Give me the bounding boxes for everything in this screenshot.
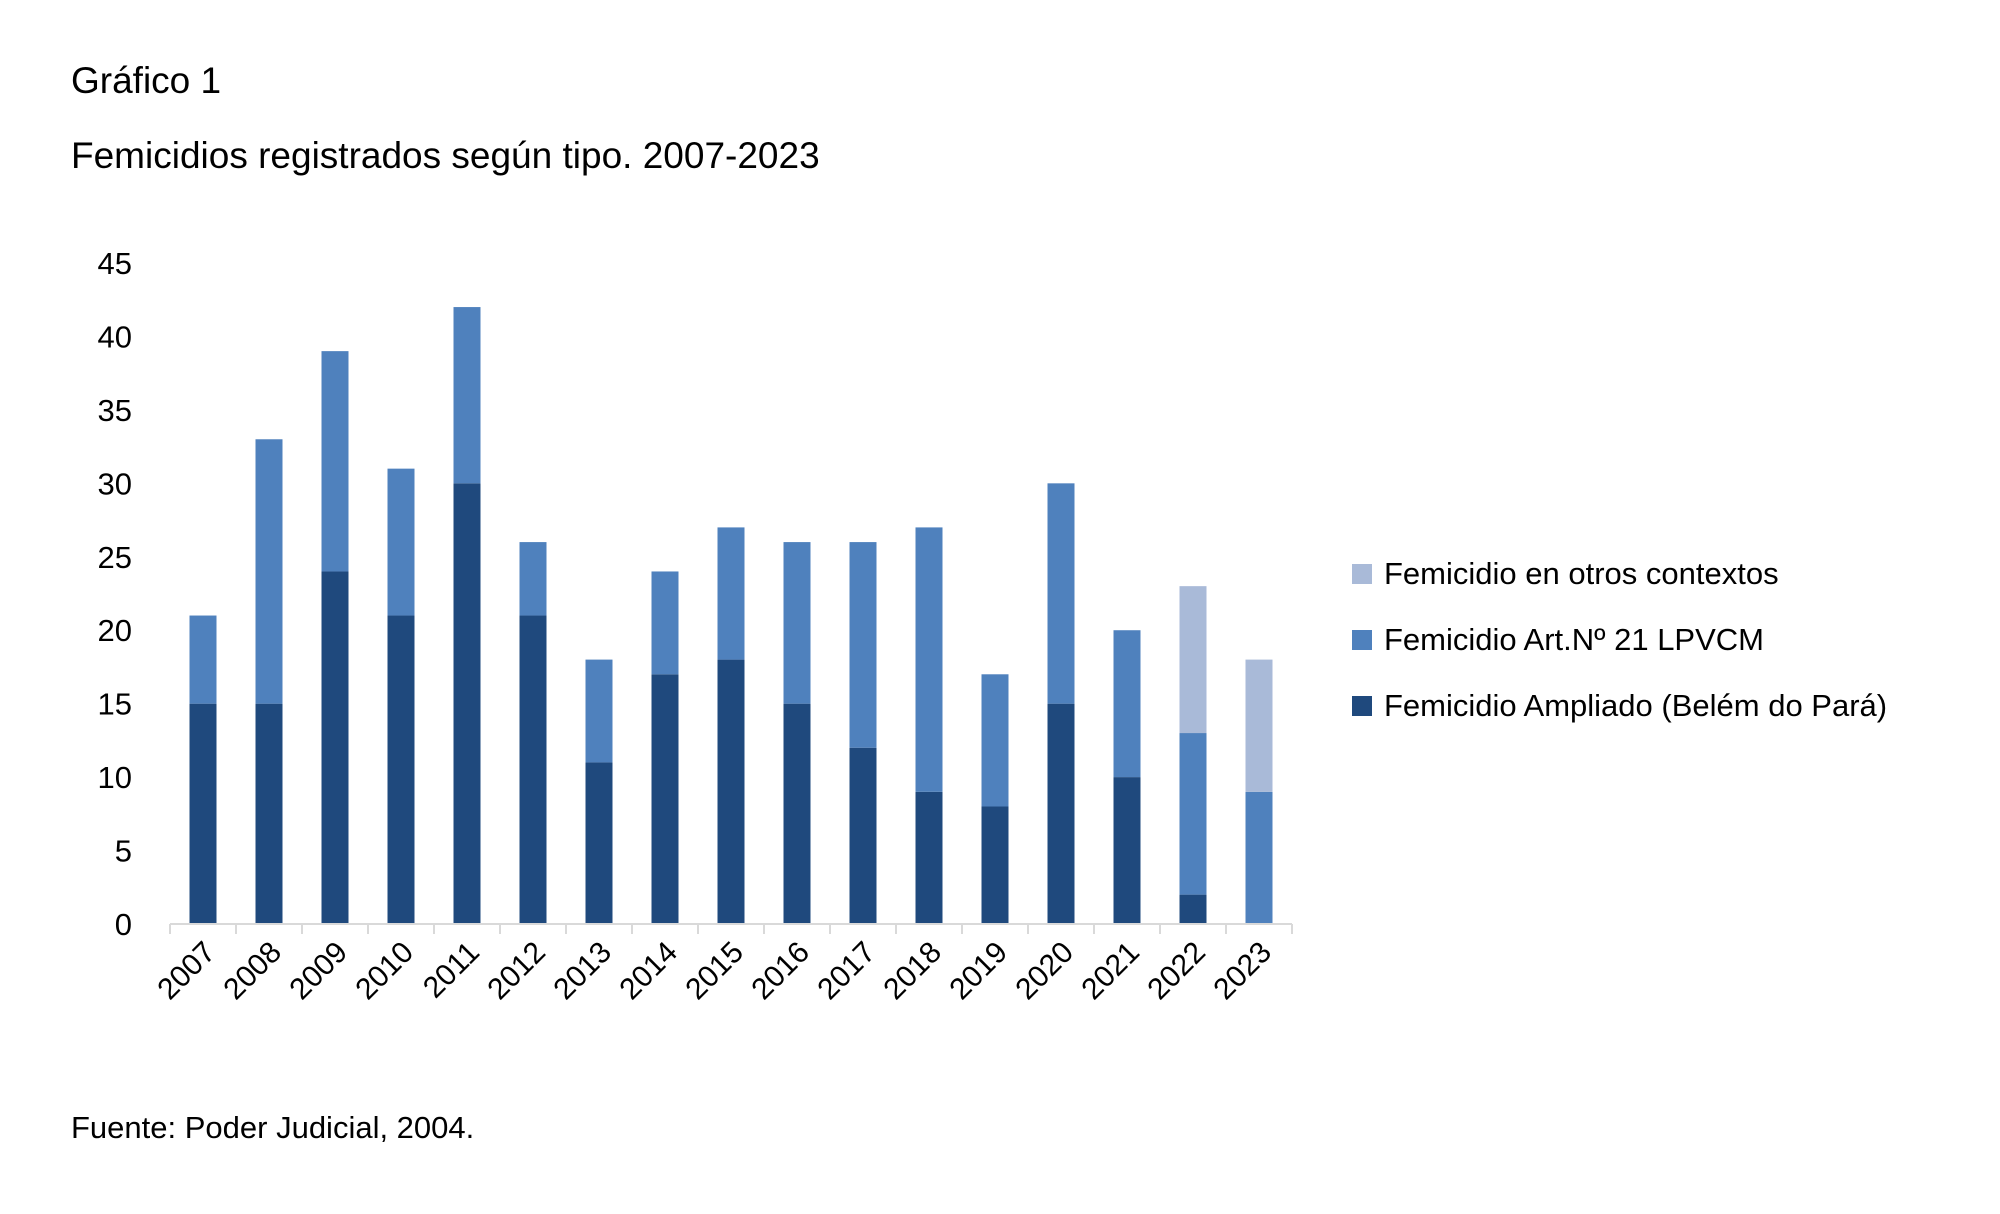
- bar-segment: [189, 703, 217, 924]
- bar-segment: [1245, 791, 1273, 924]
- legend-item-otros: Femicidio en otros contextos: [1352, 556, 1779, 592]
- bar-segment: [1047, 703, 1075, 924]
- y-tick-label: 25: [98, 540, 132, 575]
- bar-segment: [1245, 659, 1273, 792]
- y-tick-label: 5: [115, 834, 132, 869]
- x-tick-label: 2012: [481, 936, 552, 1007]
- bar-segment: [321, 351, 349, 572]
- bar-segment: [783, 542, 811, 704]
- bar-segment: [1179, 733, 1207, 895]
- bar-segment: [981, 806, 1009, 924]
- bar-segment: [255, 439, 283, 704]
- y-tick-label: 35: [98, 393, 132, 428]
- x-tick-label: 2011: [417, 936, 486, 1005]
- x-tick-label: 2015: [679, 936, 750, 1007]
- legend-label: Femicidio Ampliado (Belém do Pará): [1384, 688, 1888, 723]
- x-tick-label: 2013: [547, 936, 618, 1007]
- x-tick-label: 2019: [943, 936, 1014, 1007]
- bar-segment: [519, 615, 547, 924]
- y-tick-label: 40: [98, 319, 132, 354]
- x-tick-label: 2017: [811, 936, 882, 1007]
- y-tick-label: 45: [98, 246, 132, 281]
- bar-segment: [849, 747, 877, 924]
- legend-label: Femicidio en otros contextos: [1384, 556, 1779, 591]
- source-note: Fuente: Poder Judicial, 2004.: [71, 1110, 475, 1145]
- bar-segment: [1179, 586, 1207, 734]
- bar-segment: [453, 483, 481, 924]
- y-tick-label: 30: [98, 466, 132, 501]
- bar-segment: [255, 703, 283, 924]
- bar-segment: [585, 762, 613, 924]
- y-tick-label: 20: [98, 613, 132, 648]
- chart-title: Femicidios registrados según tipo. 2007-…: [71, 135, 820, 176]
- x-tick-label: 2022: [1141, 936, 1212, 1007]
- x-tick-label: 2018: [877, 936, 948, 1007]
- x-tick-label: 2023: [1207, 936, 1278, 1007]
- bar-segment: [321, 571, 349, 924]
- legend-swatch: [1352, 630, 1372, 650]
- x-tick-label: 2021: [1075, 936, 1146, 1007]
- bar-segment: [1047, 483, 1075, 704]
- bar-segment: [1113, 630, 1141, 778]
- legend-swatch: [1352, 696, 1372, 716]
- bar-segment: [1113, 777, 1141, 924]
- chart-label: Gráfico 1: [71, 60, 222, 101]
- x-tick-label: 2014: [613, 936, 684, 1007]
- legend-swatch: [1352, 564, 1372, 584]
- legend-item-art21: Femicidio Art.Nº 21 LPVCM: [1352, 622, 1764, 658]
- bar-segment: [387, 468, 415, 616]
- bar-segment: [519, 542, 547, 616]
- x-tick-label: 2009: [283, 936, 354, 1007]
- bar-segment: [387, 615, 415, 924]
- x-tick-label: 2010: [349, 936, 420, 1007]
- bar-segment: [651, 674, 679, 924]
- bar-segment: [1179, 894, 1207, 924]
- bar-segment: [717, 527, 745, 660]
- bar-segment: [783, 703, 811, 924]
- x-tick-label: 2016: [745, 936, 816, 1007]
- bar-segment: [453, 307, 481, 484]
- x-tick-label: 2007: [151, 936, 222, 1007]
- x-tick-label: 2020: [1009, 936, 1080, 1007]
- bar-segment: [651, 571, 679, 675]
- y-tick-label: 10: [98, 760, 132, 795]
- x-tick-label: 2008: [217, 936, 288, 1007]
- bar-segment: [189, 615, 217, 704]
- bar-segment: [915, 791, 943, 924]
- bar-segment: [849, 542, 877, 748]
- bar-segment: [981, 674, 1009, 807]
- bar-segment: [915, 527, 943, 792]
- legend-item-ampliado: Femicidio Ampliado (Belém do Pará): [1352, 688, 1887, 724]
- bar-segment: [717, 659, 745, 924]
- y-tick-label: 0: [115, 907, 132, 942]
- y-tick-label: 15: [98, 687, 132, 722]
- legend-label: Femicidio Art.Nº 21 LPVCM: [1384, 622, 1764, 657]
- bar-segment: [585, 659, 613, 763]
